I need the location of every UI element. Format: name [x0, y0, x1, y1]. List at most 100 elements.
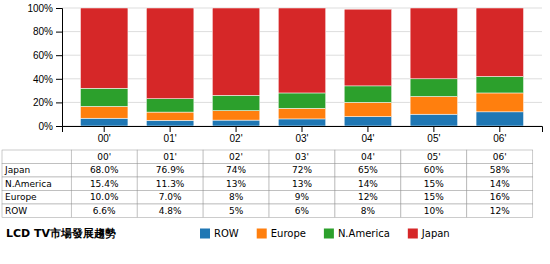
- table-text: 13%: [292, 179, 312, 189]
- table-text: 76.9%: [156, 165, 185, 175]
- table-cell: [467, 177, 533, 191]
- table-cell: [467, 191, 533, 205]
- bar: [146, 8, 193, 99]
- legend-label: N.America: [338, 228, 390, 239]
- table-text: 8%: [229, 192, 244, 202]
- table-cell: [401, 191, 467, 205]
- tick-label: 60%: [33, 50, 53, 61]
- table-cell: [2, 150, 71, 164]
- table-text: 68.0%: [90, 165, 119, 175]
- table-text: 15%: [424, 192, 444, 202]
- table-text: 60%: [424, 165, 444, 175]
- table-cell: [335, 191, 401, 205]
- table-cell: [2, 164, 71, 178]
- bar: [344, 86, 391, 103]
- grid: [62, 8, 542, 126]
- table-text: N.America: [5, 179, 52, 189]
- tick-mark: [56, 55, 62, 56]
- table-cell: [137, 177, 203, 191]
- tick-mark: [56, 32, 62, 33]
- tick-label: 06': [493, 133, 506, 144]
- tick-label: 00': [98, 133, 111, 144]
- tick: 60%: [33, 50, 62, 61]
- bars: [80, 8, 523, 126]
- table-cell: [335, 204, 401, 218]
- bar: [344, 9, 391, 86]
- tick-label: 03': [295, 133, 308, 144]
- table-text: 00': [97, 152, 111, 162]
- legend-item: Europe: [257, 228, 306, 239]
- legend-swatch: [257, 229, 267, 239]
- table-cell: [203, 191, 269, 205]
- legend-label: Europe: [271, 228, 306, 239]
- table-cell: [269, 150, 335, 164]
- table-cell: [71, 191, 137, 205]
- table-cell: [2, 204, 71, 218]
- tick-mark: [56, 102, 62, 103]
- table-cell: [467, 204, 533, 218]
- axis-line: [56, 9, 63, 127]
- tick-mark: [367, 126, 368, 132]
- bar: [146, 120, 193, 126]
- table-cell: [203, 150, 269, 164]
- legend-item: Japan: [408, 228, 450, 239]
- bar: [146, 112, 193, 120]
- title: LCD TV市場發展趨勢: [6, 227, 116, 240]
- tick-mark: [499, 126, 500, 132]
- bar: [410, 8, 457, 79]
- bar: [344, 117, 391, 126]
- table-cell: [71, 164, 137, 178]
- table-cell: [467, 150, 533, 164]
- table-text: 6.6%: [93, 206, 116, 216]
- tick: 04': [361, 126, 374, 144]
- bar: [410, 114, 457, 126]
- bar: [278, 119, 325, 126]
- table-text: 6%: [295, 206, 310, 216]
- table: 00'01'02'03'04'05'06'Japan68.0%76.9%74%7…: [2, 150, 533, 218]
- table-cell: [335, 150, 401, 164]
- bar: [410, 97, 457, 115]
- y-axis: 0%20%40%60%80%100%: [27, 3, 62, 132]
- table-text: 05': [427, 152, 441, 162]
- table-cell: [401, 204, 467, 218]
- table-cell: [137, 164, 203, 178]
- series: [80, 8, 523, 99]
- tick-label: 02': [230, 133, 243, 144]
- legend-swatch: [408, 229, 418, 239]
- bar: [476, 8, 523, 76]
- tick-mark: [433, 126, 434, 132]
- tick-label: 01': [164, 133, 177, 144]
- table-cell: [335, 164, 401, 178]
- table-cell: [467, 164, 533, 178]
- table-cell: [203, 204, 269, 218]
- table-text: 9%: [295, 192, 310, 202]
- bar: [278, 93, 325, 108]
- table-text: 12%: [358, 192, 378, 202]
- table-text: 06': [493, 152, 507, 162]
- table-cell: [269, 191, 335, 205]
- table-text: 7.0%: [159, 192, 182, 202]
- table-cell: [71, 177, 137, 191]
- table-text: 02': [229, 152, 243, 162]
- table-cell: [137, 204, 203, 218]
- table-cell: [269, 204, 335, 218]
- table-cell: [71, 204, 137, 218]
- tick: 03': [295, 126, 308, 144]
- legend-item: ROW: [200, 228, 239, 239]
- table-cell: [203, 164, 269, 178]
- tick: 06': [493, 126, 506, 144]
- tick: 01': [164, 126, 177, 144]
- table-cell: [269, 177, 335, 191]
- table-text: Europe: [5, 192, 37, 202]
- legend-item: N.America: [324, 228, 390, 239]
- table-cell: [137, 191, 203, 205]
- bar: [278, 8, 325, 93]
- bar: [212, 120, 259, 126]
- bar: [80, 88, 127, 106]
- table-text: 10%: [424, 206, 444, 216]
- tick: 00': [98, 126, 111, 144]
- legend-label: ROW: [214, 228, 239, 239]
- table-text: 11.3%: [156, 179, 185, 189]
- table-cell: [401, 177, 467, 191]
- bar: [476, 76, 523, 93]
